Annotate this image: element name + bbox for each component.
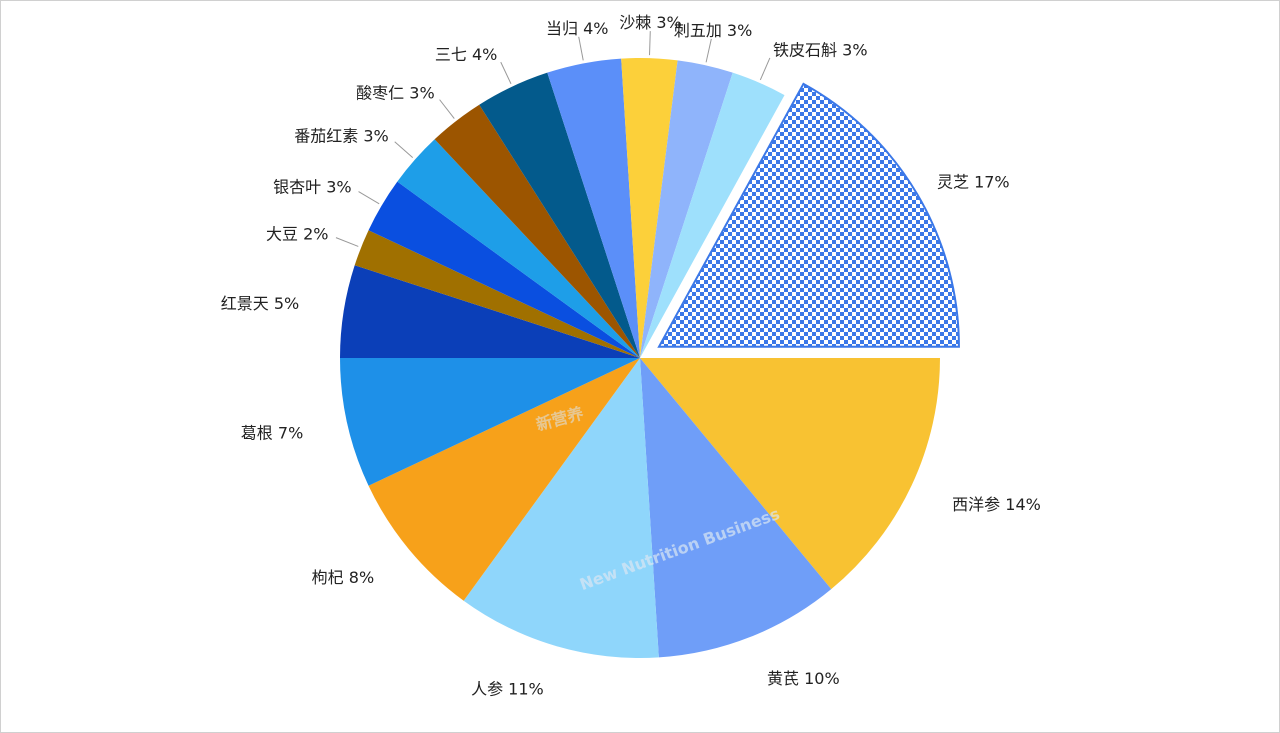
- pie-slice: [640, 72, 785, 358]
- category-name: 灵芝: [937, 172, 969, 191]
- value-label: 17%: [974, 172, 1010, 191]
- category-name: 番茄红素: [294, 126, 358, 145]
- value-label: 4%: [583, 18, 608, 37]
- data-label: 三七 4%: [435, 44, 497, 63]
- data-label: 西洋参 14%: [952, 494, 1041, 513]
- pie-slice: [657, 82, 960, 348]
- category-name: 西洋参: [952, 494, 1000, 513]
- data-label: 人参 11%: [471, 679, 544, 698]
- category-name: 大豆: [266, 224, 298, 243]
- category-name: 酸枣仁: [356, 83, 404, 102]
- category-name: 银杏叶: [273, 177, 321, 196]
- pie-slice: [340, 265, 640, 358]
- category-name: 沙棘: [619, 13, 651, 32]
- data-label: 酸枣仁 3%: [356, 83, 435, 102]
- category-name: 红景天: [221, 294, 269, 313]
- data-label: 当归 4%: [546, 18, 609, 37]
- pie-slice: [368, 181, 640, 358]
- data-label: 红景天 5%: [221, 294, 300, 313]
- pie-slice: [434, 104, 640, 358]
- pie-slice: [547, 58, 640, 358]
- data-label: 番茄红素 3%: [294, 126, 389, 145]
- pie-slice: [354, 230, 640, 358]
- data-label: 刺五加 3%: [674, 21, 753, 40]
- value-label: 7%: [278, 423, 303, 442]
- leader-line: [705, 38, 712, 63]
- category-name: 当归: [546, 18, 578, 37]
- category-name: 葛根: [241, 423, 273, 442]
- value-label: 10%: [804, 668, 840, 687]
- value-label: 4%: [472, 44, 497, 63]
- category-name: 刺五加: [674, 21, 722, 40]
- leader-line: [439, 99, 455, 119]
- category-name: 三七: [435, 44, 467, 63]
- category-name: 铁皮石斛: [773, 40, 837, 59]
- data-label: 灵芝 17%: [937, 172, 1010, 191]
- category-name: 人参: [471, 679, 503, 698]
- pie-slice: [640, 358, 941, 590]
- value-label: 3%: [842, 40, 867, 59]
- pie: [340, 57, 960, 658]
- value-label: 5%: [274, 294, 299, 313]
- pie-slice: [397, 139, 640, 358]
- value-label: 2%: [303, 224, 328, 243]
- pie-slice: [640, 60, 733, 358]
- leader-line: [500, 61, 512, 85]
- pie-slice: [479, 72, 640, 358]
- value-label: 8%: [349, 567, 374, 586]
- labels: 西洋参 14% 黄芪 10% 人参 11% 枸杞 8% 葛根 7% 红景天 5% 大豆 2%…: [221, 13, 1041, 698]
- leader-line: [394, 141, 414, 158]
- pie-slice: [640, 358, 832, 658]
- value-label: 14%: [1005, 494, 1041, 513]
- data-label: 葛根 7%: [241, 423, 304, 442]
- data-label: 大豆 2%: [266, 224, 329, 243]
- data-label: 银杏叶 3%: [273, 177, 352, 196]
- category-name: 黄芪: [767, 668, 799, 687]
- value-label: 3%: [656, 13, 681, 32]
- pie-slice: [463, 358, 659, 658]
- data-label: 枸杞 8%: [312, 567, 375, 586]
- category-name: 枸杞: [312, 567, 344, 586]
- value-label: 3%: [727, 21, 752, 40]
- data-label: 黄芪 10%: [767, 668, 840, 687]
- leader-line: [335, 237, 359, 247]
- data-label: 沙棘 3%: [619, 13, 682, 32]
- pie-slice: [621, 57, 678, 358]
- data-label: 铁皮石斛 3%: [773, 40, 868, 59]
- value-label: 11%: [508, 679, 544, 698]
- pie-slice: [340, 358, 640, 486]
- value-label: 3%: [326, 177, 351, 196]
- leader-line: [649, 31, 651, 56]
- value-label: 3%: [409, 83, 434, 102]
- leader-line: [578, 36, 584, 61]
- leader-line: [759, 57, 771, 81]
- leader-line: [358, 191, 380, 205]
- value-label: 3%: [363, 126, 388, 145]
- pie-slice: [368, 358, 640, 601]
